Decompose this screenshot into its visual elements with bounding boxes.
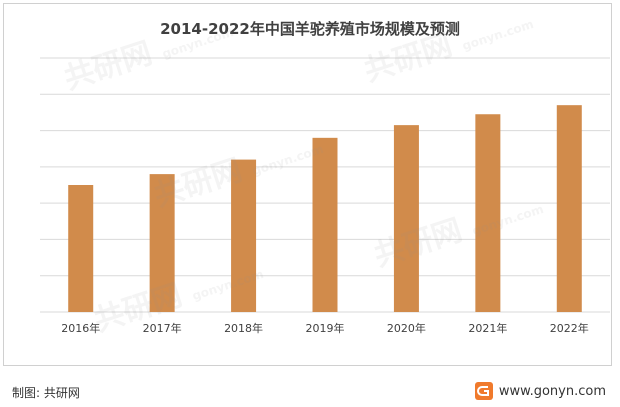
- bar-3[interactable]: [231, 159, 257, 312]
- x-tick-label: 2018年: [224, 321, 263, 335]
- chart-title: 2014-2022年中国羊驼养殖市场规模及预测: [160, 20, 460, 38]
- chart-frame: [3, 3, 612, 366]
- bar-5[interactable]: [393, 125, 419, 312]
- x-tick-label: 2021年: [468, 321, 507, 335]
- x-tick-label: 2016年: [61, 321, 100, 335]
- bar-7[interactable]: [556, 105, 582, 313]
- x-tick-label: 2020年: [387, 321, 426, 335]
- x-tick-label: 2017年: [143, 321, 182, 335]
- footer-brand: www.gonyn.com: [474, 382, 606, 400]
- footer-url[interactable]: www.gonyn.com: [498, 383, 606, 399]
- bar-2[interactable]: [149, 174, 175, 312]
- gonyn-logo-icon: [474, 382, 493, 400]
- x-tick-label: 2022年: [550, 321, 589, 335]
- bar-1[interactable]: [68, 185, 94, 312]
- source-credit: 制图: 共研网: [12, 386, 80, 400]
- bar-4[interactable]: [312, 137, 338, 312]
- x-tick-label: 2019年: [306, 321, 345, 335]
- bar-6[interactable]: [475, 114, 501, 312]
